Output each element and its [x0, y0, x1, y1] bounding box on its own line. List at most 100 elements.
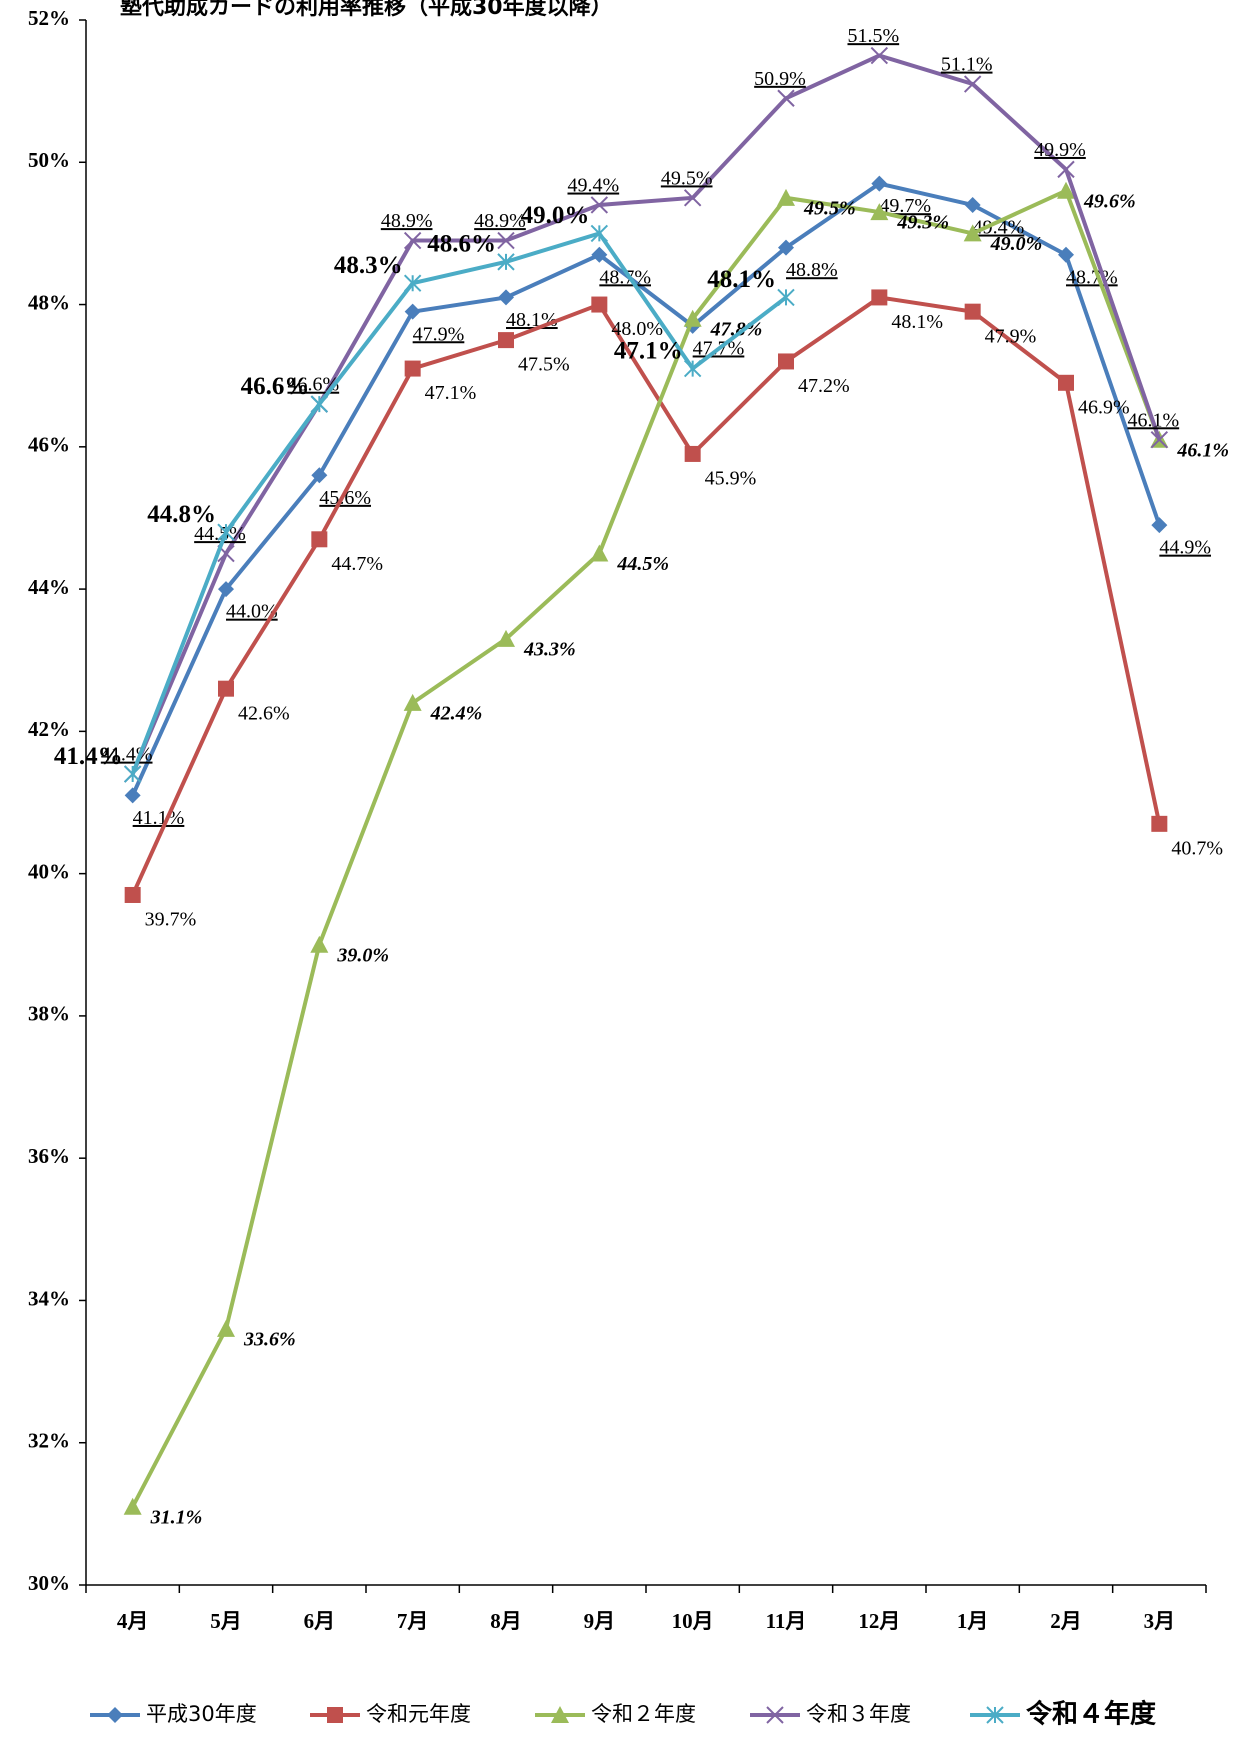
- marker: [1058, 374, 1074, 391]
- marker: [683, 359, 702, 378]
- y-tick-label: 42%: [28, 717, 70, 741]
- data-label: 49.9%: [1034, 139, 1086, 161]
- data-label: 47.1%: [614, 337, 683, 364]
- series-line: [130, 295, 1162, 896]
- data-label: 41.4%: [54, 743, 123, 770]
- marker: [777, 288, 795, 307]
- data-label: 49.0%: [990, 233, 1043, 255]
- data-label: 47.1%: [425, 382, 477, 404]
- marker: [218, 581, 234, 598]
- marker: [497, 231, 515, 250]
- marker: [963, 224, 982, 242]
- data-label: 45.9%: [705, 468, 757, 490]
- marker: [217, 523, 235, 541]
- data-label: 44.8%: [147, 501, 216, 528]
- data-label: 40.7%: [1171, 837, 1223, 859]
- marker: [778, 353, 794, 370]
- marker: [871, 289, 888, 306]
- marker: [591, 246, 608, 263]
- y-tick-label: 52%: [28, 6, 70, 30]
- legend-label: 平成30年度: [146, 1702, 257, 1726]
- series-line: [130, 181, 1162, 797]
- data-label: 48.9%: [381, 210, 433, 232]
- marker: [683, 309, 702, 327]
- marker: [310, 935, 329, 953]
- data-label: 49.6%: [1083, 190, 1136, 212]
- marker: [964, 196, 981, 213]
- data-label: 49.5%: [661, 167, 713, 189]
- data-label: 46.9%: [1078, 396, 1130, 418]
- legend-item: 令和元年度: [310, 1702, 471, 1726]
- y-tick-label: 34%: [28, 1286, 70, 1310]
- marker: [403, 274, 422, 292]
- marker: [403, 231, 422, 250]
- legend-item: 令和３年度: [750, 1702, 911, 1726]
- y-tick-label: 36%: [28, 1144, 70, 1168]
- data-label: 39.0%: [336, 944, 389, 966]
- data-label: 31.1%: [150, 1506, 203, 1528]
- data-label: 44.7%: [331, 553, 383, 575]
- marker: [963, 75, 982, 93]
- marker: [497, 629, 515, 647]
- legend-item: 平成30年度: [90, 1702, 257, 1726]
- data-label: 51.5%: [847, 25, 899, 47]
- marker: [311, 531, 328, 548]
- data-label: 47.5%: [518, 354, 570, 376]
- marker: [107, 1707, 123, 1723]
- marker: [777, 188, 795, 206]
- marker: [123, 765, 142, 783]
- marker: [1150, 430, 1169, 449]
- marker: [124, 787, 141, 804]
- marker: [403, 693, 422, 711]
- data-label: 42.4%: [430, 703, 483, 725]
- data-label: 48.3%: [334, 252, 403, 279]
- marker: [498, 332, 514, 349]
- marker: [1151, 815, 1168, 832]
- x-tick-label: 10月: [672, 1609, 714, 1633]
- data-label: 48.9%: [474, 210, 526, 232]
- marker: [217, 1319, 235, 1337]
- marker: [1057, 160, 1075, 179]
- data-label: 49.4%: [567, 175, 619, 197]
- data-label: 41.1%: [133, 807, 185, 829]
- data-label: 39.7%: [145, 909, 197, 931]
- data-label: 49.3%: [896, 212, 949, 234]
- x-tick-label: 9月: [584, 1609, 616, 1633]
- x-tick-label: 4月: [117, 1609, 149, 1633]
- data-label: 49.5%: [803, 197, 856, 219]
- data-label: 45.6%: [319, 487, 371, 509]
- marker: [551, 1706, 569, 1723]
- data-label: 51.1%: [941, 54, 993, 76]
- data-label: 44.0%: [226, 601, 278, 623]
- legend-label: 令和２年度: [591, 1702, 696, 1726]
- x-tick-label: 12月: [858, 1609, 900, 1633]
- data-label: 46.1%: [1176, 439, 1229, 461]
- series-line: [130, 188, 1162, 1508]
- marker: [590, 544, 609, 562]
- data-label: 49.7%: [879, 195, 931, 217]
- x-tick-label: 2月: [1050, 1609, 1082, 1633]
- chart-title: 塾代助成カードの利用率推移（平成30年度以降）: [120, 0, 613, 20]
- marker: [870, 46, 889, 65]
- x-tick-label: 3月: [1144, 1609, 1176, 1633]
- y-tick-label: 30%: [28, 1571, 70, 1595]
- data-label: 47.9%: [985, 325, 1037, 347]
- x-tick-label: 5月: [210, 1609, 242, 1633]
- data-label: 46.6%: [241, 373, 310, 400]
- legend-label: 令和３年度: [806, 1702, 911, 1726]
- series-line: [130, 231, 788, 775]
- marker: [590, 224, 609, 243]
- marker: [871, 175, 888, 192]
- marker: [311, 467, 328, 484]
- marker: [766, 1706, 784, 1724]
- data-label: 46.1%: [1127, 409, 1179, 431]
- data-label: 48.1%: [707, 266, 776, 293]
- data-label: 44.9%: [1159, 537, 1211, 559]
- data-label: 33.6%: [243, 1329, 296, 1351]
- marker: [497, 253, 515, 271]
- data-label: 48.7%: [1066, 266, 1118, 288]
- data-label: 50.9%: [754, 68, 806, 90]
- marker: [124, 886, 141, 903]
- marker: [777, 89, 795, 107]
